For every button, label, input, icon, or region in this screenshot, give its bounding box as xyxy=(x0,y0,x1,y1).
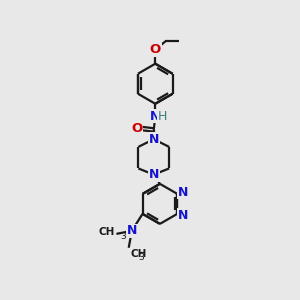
Text: N: N xyxy=(148,168,159,181)
Text: N: N xyxy=(178,186,188,199)
Text: 3: 3 xyxy=(138,253,144,262)
Text: 3: 3 xyxy=(120,232,126,241)
Text: N: N xyxy=(150,110,160,123)
Text: N: N xyxy=(127,224,137,237)
Text: N: N xyxy=(148,133,159,146)
Text: O: O xyxy=(150,44,161,56)
Text: N: N xyxy=(178,186,188,199)
Text: CH: CH xyxy=(130,249,147,259)
Text: CH: CH xyxy=(98,227,115,237)
Text: H: H xyxy=(158,110,167,123)
Text: O: O xyxy=(131,122,142,135)
Text: N: N xyxy=(178,209,188,222)
